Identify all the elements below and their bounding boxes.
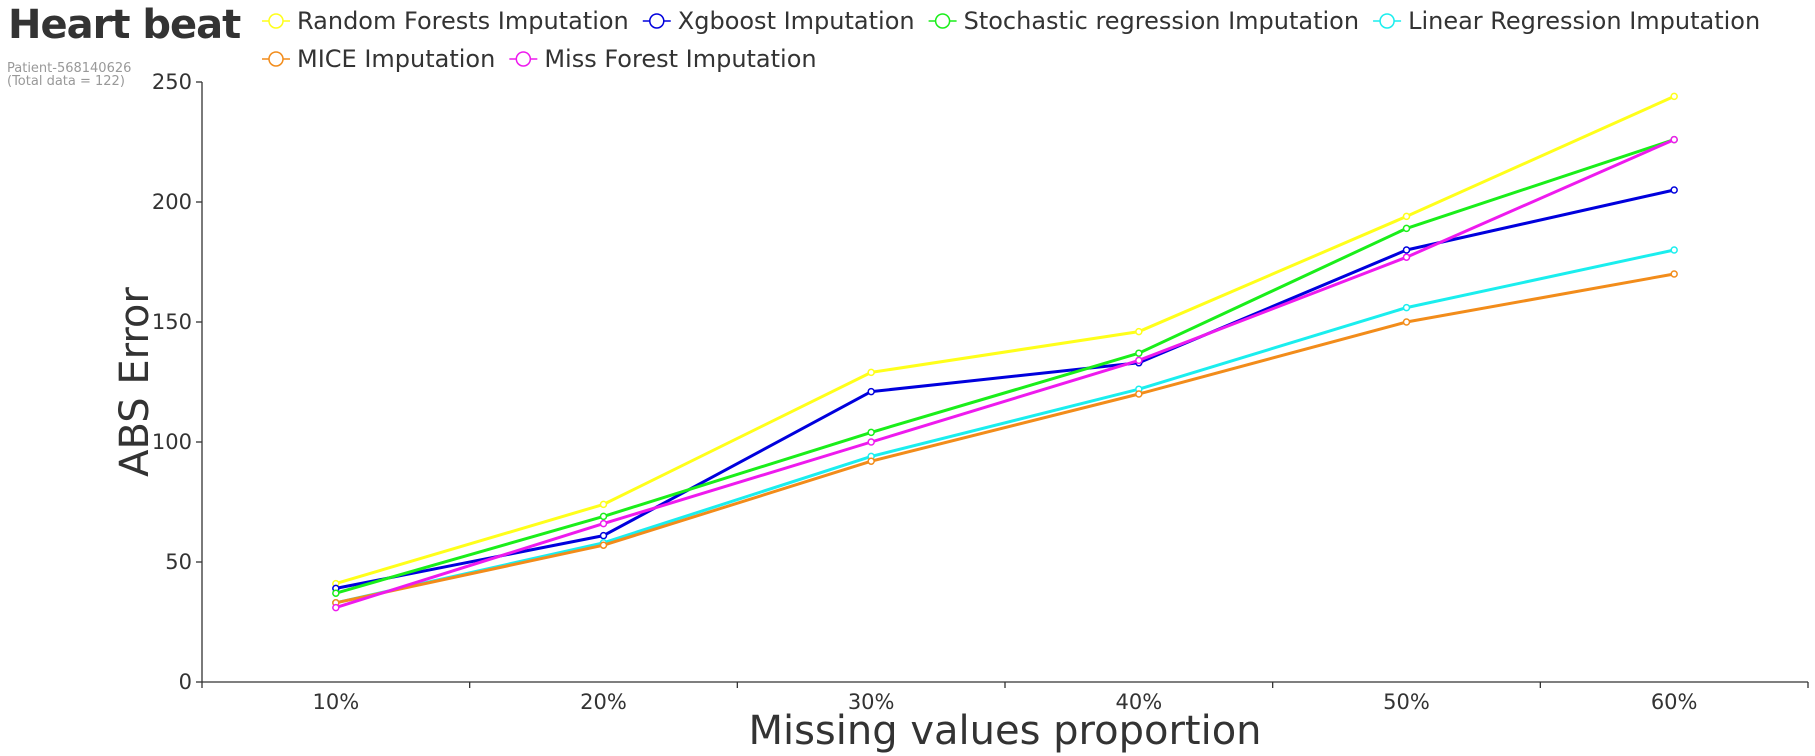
subtitle-total: (Total data = 122) (7, 74, 125, 89)
y-axis-title: ABS Error (112, 287, 158, 477)
chart-subtitle: Patient-568140626 (Total data = 122) (7, 62, 131, 88)
data-point (1402, 318, 1411, 326)
series-line-4 (335, 272, 1675, 605)
data-point (1135, 356, 1143, 365)
y-tick-label: 250 (152, 70, 192, 94)
data-point (867, 368, 875, 377)
x-tick-label: 40% (1115, 690, 1162, 714)
data-point (1135, 327, 1143, 336)
data-point (599, 531, 608, 540)
legend-label: MICE Imputation (297, 45, 495, 73)
x-tick-label: 50% (1383, 690, 1430, 714)
series-line-2 (335, 138, 1675, 595)
y-tick-label: 100 (152, 430, 192, 454)
data-point (867, 428, 875, 437)
y-tick-label: 150 (152, 310, 192, 334)
legend-label: Linear Regression Imputation (1408, 7, 1760, 35)
data-point (1670, 186, 1678, 194)
legend-swatch-marker (515, 51, 532, 67)
data-point (332, 589, 340, 597)
chart-title: Heart beat (8, 2, 241, 48)
x-tick-label: 10% (312, 690, 359, 714)
subtitle-patient: Patient-568140626 (7, 61, 132, 76)
data-point (599, 519, 608, 528)
data-point (1135, 349, 1143, 357)
data-point (1135, 390, 1143, 398)
series-line-3 (335, 248, 1675, 605)
data-point (599, 541, 608, 549)
legend-swatch-marker (268, 13, 284, 29)
data-point (867, 387, 875, 396)
legend-swatch-marker (934, 13, 951, 29)
legend-swatch-marker (268, 51, 284, 67)
x-axis-title: Missing values proportion (748, 708, 1261, 754)
data-point (1402, 253, 1411, 261)
x-tick-label: 30% (848, 690, 895, 714)
y-tick-label: 200 (152, 190, 192, 214)
data-point (1670, 246, 1678, 254)
data-point (1402, 224, 1411, 233)
y-tick-label: 50 (165, 550, 192, 574)
data-point (1670, 135, 1678, 144)
legend-label: Miss Forest Imputation (544, 45, 816, 73)
data-point (1402, 246, 1411, 254)
data-point (1402, 212, 1411, 221)
series-line-0 (335, 95, 1675, 586)
legend-label: Xgboost Imputation (678, 7, 915, 35)
data-point (867, 438, 875, 446)
data-point (599, 500, 608, 509)
legend-label: Random Forests Imputation (297, 7, 629, 35)
data-point (599, 512, 608, 521)
data-point (332, 603, 340, 612)
legend-swatch-marker (1379, 13, 1395, 29)
data-point (1670, 92, 1678, 101)
legend-label: Stochastic regression Imputation (964, 7, 1359, 35)
series-line-1 (335, 188, 1675, 590)
data-point (867, 457, 875, 465)
series-line-5 (335, 138, 1675, 610)
x-tick-label: 20% (580, 690, 627, 714)
legend-swatch-marker (649, 13, 665, 29)
data-point (1402, 303, 1411, 312)
x-tick-label: 60% (1651, 690, 1698, 714)
y-tick-label: 0 (179, 670, 192, 694)
data-point (1670, 270, 1678, 278)
